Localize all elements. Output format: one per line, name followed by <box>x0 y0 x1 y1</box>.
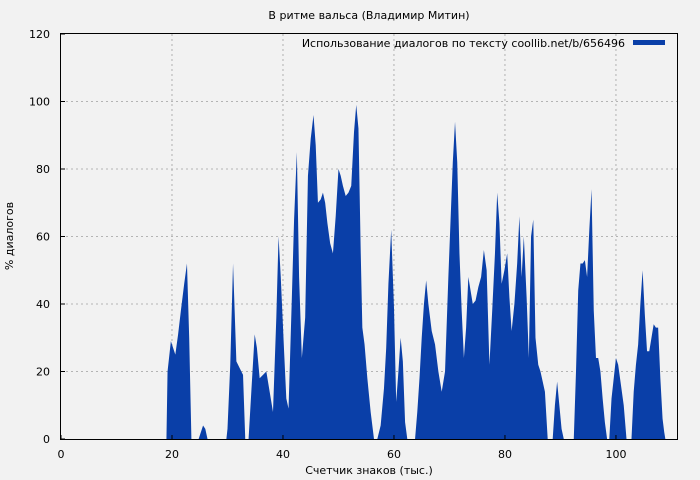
plot-frame <box>60 33 678 440</box>
legend-label: Использование диалогов по тексту coollib… <box>302 37 625 50</box>
x-tick-label: 20 <box>165 448 179 461</box>
y-tick-label: 120 <box>29 28 50 41</box>
x-tick-label: 80 <box>498 448 512 461</box>
x-tick-label: 0 <box>58 448 65 461</box>
legend: Использование диалогов по тексту coollib… <box>302 37 665 50</box>
y-tick-label: 40 <box>36 298 50 311</box>
x-tick-label: 60 <box>387 448 401 461</box>
y-tick-label: 60 <box>36 231 50 244</box>
y-tick-label: 20 <box>36 366 50 379</box>
y-tick-label: 100 <box>29 96 50 109</box>
x-axis: 0 20 40 60 80 100 <box>58 435 626 461</box>
y-tick-label: 0 <box>43 433 50 446</box>
legend-swatch <box>633 40 665 45</box>
x-axis-label: Счетчик знаков (тыс.) <box>305 464 433 477</box>
y-tick-label: 80 <box>36 163 50 176</box>
x-tick-label: 40 <box>276 448 290 461</box>
y-axis: 0 20 40 60 80 100 120 <box>29 28 65 446</box>
chart-title: В ритме вальса (Владимир Митин) <box>268 9 469 22</box>
x-tick-label: 100 <box>605 448 626 461</box>
y-axis-label: % диалогов <box>3 202 16 270</box>
series-area <box>61 104 677 439</box>
